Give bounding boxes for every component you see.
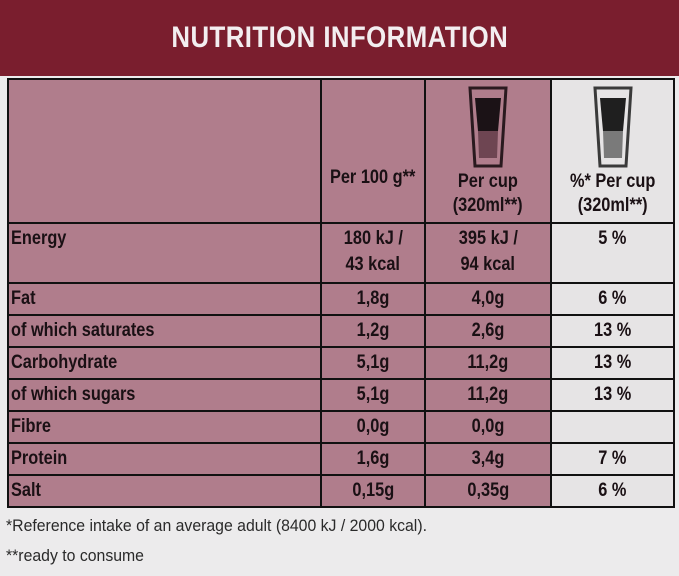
value-sugars-per100: 5,1g: [322, 380, 424, 410]
value-salt-per100: 0,15g: [322, 476, 424, 506]
value-carbohydrate-percup: 11,2g: [426, 348, 550, 378]
value-fat-per100: 1,8g: [322, 284, 424, 314]
value-energy-per100: 180 kJ / 43 kcal: [322, 224, 424, 282]
footnote-ready: **ready to consume: [6, 546, 144, 565]
value-fibre-pct: [552, 412, 673, 442]
col-header-percup: Per cup: [458, 171, 518, 192]
row-label-fat: Fat: [9, 284, 320, 314]
value-protein-pct: 7 %: [552, 444, 673, 474]
footnote-reference: *Reference intake of an average adult (8…: [6, 516, 427, 535]
header-empty-cell: [9, 80, 320, 222]
row-label-salt: Salt: [9, 476, 320, 506]
value-protein-percup: 3,4g: [426, 444, 550, 474]
value-salt-pct: 6 %: [552, 476, 673, 506]
header-percup-cell: Per cup (320ml**): [426, 80, 550, 222]
header-pct-cell: %* Per cup (320ml**): [552, 80, 673, 222]
cup-icon: [592, 86, 633, 168]
value-fibre-per100: 0,0g: [322, 412, 424, 442]
value-sugars-pct: 13 %: [552, 380, 673, 410]
header-bar: NUTRITION INFORMATION: [0, 0, 679, 76]
cup-icon: [468, 86, 508, 168]
page-title: NUTRITION INFORMATION: [171, 21, 508, 54]
col-header-pct: %* Per cup: [569, 171, 656, 192]
value-salt-percup: 0,35g: [426, 476, 550, 506]
row-label-fibre: Fibre: [9, 412, 320, 442]
col-header-percup-volume: (320ml**): [453, 195, 523, 216]
value-energy-percup: 395 kJ / 94 kcal: [426, 224, 550, 282]
row-label-sugars: of which sugars: [9, 380, 320, 410]
value-fibre-percup: 0,0g: [426, 412, 550, 442]
value-fat-pct: 6 %: [552, 284, 673, 314]
header-per100-cell: Per 100 g**: [322, 80, 424, 222]
value-carbohydrate-per100: 5,1g: [322, 348, 424, 378]
value-carbohydrate-pct: 13 %: [552, 348, 673, 378]
value-protein-per100: 1,6g: [322, 444, 424, 474]
value-saturates-per100: 1,2g: [322, 316, 424, 346]
col-header-per100: Per 100 g**: [330, 167, 416, 188]
nutrition-table: Per 100 g** Per cup (320ml**) %* Per cup…: [7, 78, 675, 508]
row-label-protein: Protein: [9, 444, 320, 474]
value-saturates-pct: 13 %: [552, 316, 673, 346]
col-header-pct-volume: (320ml**): [577, 195, 648, 216]
row-label-saturates: of which saturates: [9, 316, 320, 346]
value-energy-pct: 5 %: [552, 224, 673, 282]
row-label-carbohydrate: Carbohydrate: [9, 348, 320, 378]
value-sugars-percup: 11,2g: [426, 380, 550, 410]
row-label-energy: Energy: [9, 224, 320, 282]
value-saturates-percup: 2,6g: [426, 316, 550, 346]
value-fat-percup: 4,0g: [426, 284, 550, 314]
